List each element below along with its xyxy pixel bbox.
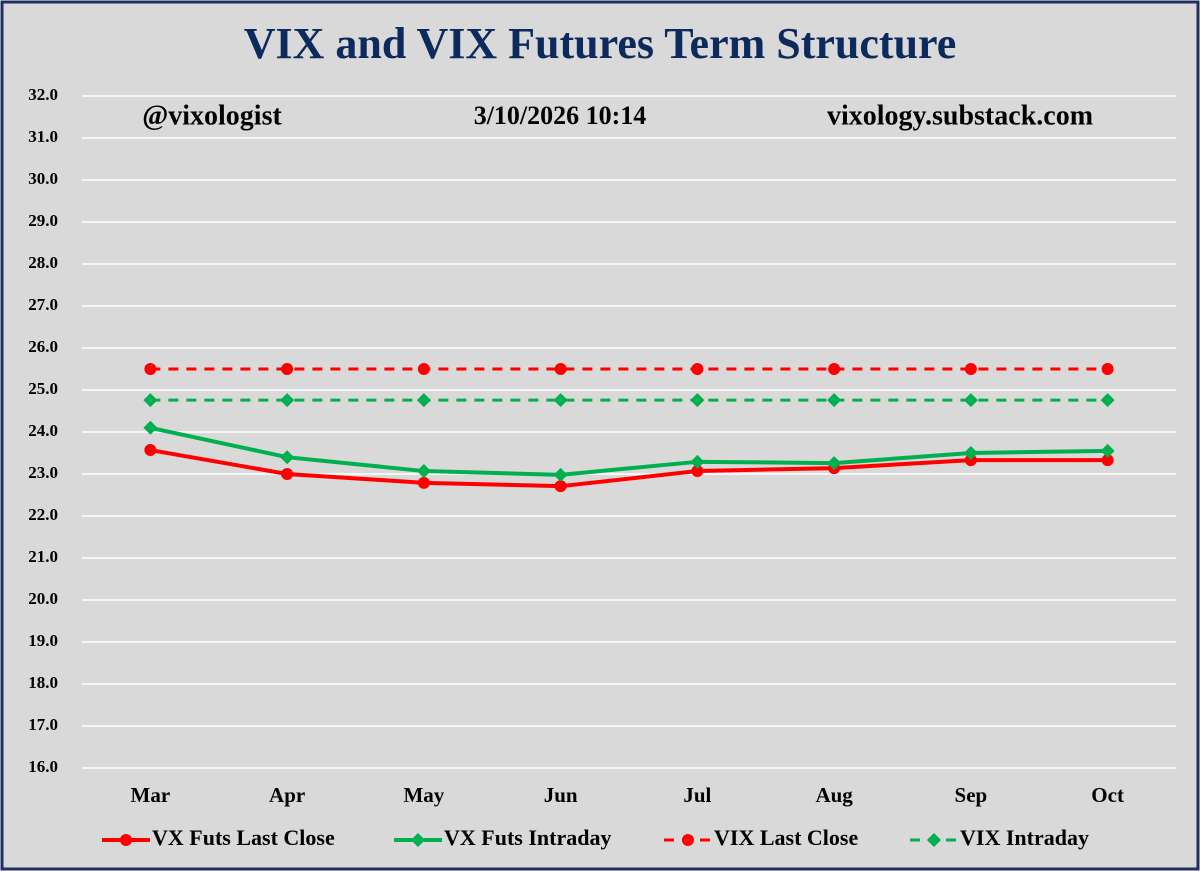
- y-tick-label: 24.0: [28, 421, 58, 440]
- data-point: [416, 464, 431, 479]
- y-tick-label: 20.0: [28, 589, 58, 608]
- y-tick-label: 17.0: [28, 715, 58, 734]
- legend-marker: [682, 834, 694, 846]
- data-point: [963, 446, 978, 460]
- data-point: [963, 393, 978, 408]
- data-point: [281, 468, 294, 480]
- data-point: [1100, 393, 1115, 408]
- chart-title: VIX and VIX Futures Term Structure: [244, 19, 957, 68]
- data-point: [417, 476, 430, 489]
- data-point: [553, 393, 568, 408]
- data-point: [691, 363, 704, 375]
- series-line: [149, 425, 1108, 477]
- annotation: @vixologist: [142, 100, 282, 131]
- data-point: [144, 363, 157, 375]
- legend-label: VX Futs Intraday: [444, 825, 611, 850]
- legend-label: VX Futs Last Close: [152, 825, 335, 850]
- data-point: [691, 465, 704, 478]
- x-tick-label: Mar: [131, 783, 171, 807]
- y-tick-label: 25.0: [28, 379, 58, 398]
- data-point: [416, 393, 431, 408]
- data-point: [143, 420, 158, 435]
- y-tick-label: 28.0: [28, 253, 58, 272]
- y-tick-label: 30.0: [28, 169, 58, 188]
- data-point: [1101, 454, 1114, 467]
- series-line: [150, 448, 1108, 489]
- legend-marker: [927, 833, 941, 847]
- data-point: [143, 393, 158, 408]
- data-point: [553, 467, 568, 482]
- x-tick-label: Oct: [1091, 783, 1124, 807]
- data-point: [828, 363, 841, 375]
- legend-label: VIX Intraday: [960, 825, 1089, 850]
- y-tick-label: 21.0: [28, 547, 58, 566]
- data-point: [827, 393, 842, 408]
- data-point: [144, 444, 157, 457]
- legend-marker: [411, 833, 425, 847]
- y-tick-label: 27.0: [28, 295, 58, 314]
- y-tick-label: 23.0: [28, 463, 58, 482]
- data-point: [280, 450, 295, 465]
- y-tick-label: 18.0: [28, 673, 58, 692]
- data-point: [690, 454, 705, 469]
- legend-marker: [120, 834, 132, 846]
- y-tick-label: 19.0: [28, 631, 58, 650]
- y-tick-label: 29.0: [28, 211, 58, 230]
- y-tick-label: 32.0: [28, 85, 58, 104]
- data-point: [964, 454, 977, 467]
- data-point: [1100, 443, 1115, 458]
- data-point: [280, 393, 295, 408]
- y-tick-label: 31.0: [28, 127, 58, 146]
- data-point: [281, 363, 294, 375]
- y-tick-label: 22.0: [28, 505, 58, 524]
- data-point: [690, 393, 705, 408]
- x-tick-label: Jul: [683, 783, 711, 807]
- data-point: [417, 363, 430, 375]
- x-tick-label: Aug: [815, 783, 853, 807]
- x-tick-label: Apr: [269, 783, 305, 807]
- y-tick-label: 26.0: [28, 337, 58, 356]
- data-point: [554, 480, 567, 493]
- x-tick-label: Sep: [955, 783, 988, 807]
- data-point: [554, 363, 567, 375]
- legend-label: VIX Last Close: [714, 825, 858, 850]
- annotation: vixology.substack.com: [827, 100, 1093, 131]
- x-tick-label: Jun: [544, 783, 578, 807]
- x-tick-label: May: [403, 783, 444, 807]
- data-point: [964, 363, 977, 375]
- annotation: 3/10/2026 10:14: [474, 101, 647, 130]
- data-point: [827, 456, 842, 471]
- data-point: [1101, 363, 1114, 375]
- y-tick-label: 16.0: [28, 757, 58, 776]
